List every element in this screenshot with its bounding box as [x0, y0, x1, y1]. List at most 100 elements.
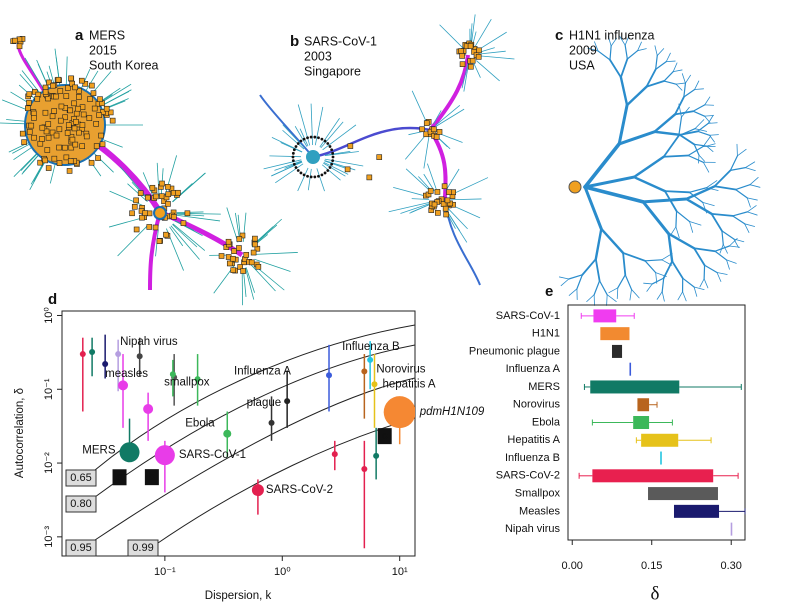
network-node: [42, 84, 49, 91]
network-node: [53, 93, 59, 100]
network-node: [131, 204, 138, 210]
tree-branch: [706, 180, 718, 189]
tree-branch: [722, 244, 728, 254]
network-edge: [170, 225, 200, 260]
tree-branch: [685, 74, 691, 84]
tree-branch: [675, 210, 691, 223]
network-edge: [473, 18, 492, 48]
network-node: [458, 48, 465, 54]
network-node: [142, 210, 148, 216]
point: [284, 398, 291, 405]
tree-branch: [746, 197, 751, 208]
tree-branch: [706, 145, 714, 152]
network-node: [320, 137, 324, 141]
network-node: [320, 173, 324, 177]
tree-branch: [663, 70, 674, 82]
tree-branch: [721, 230, 735, 240]
x-tick-label: 10¹: [392, 566, 408, 578]
tree-branch: [687, 145, 704, 157]
network-edge: [117, 224, 149, 257]
network-node: [326, 169, 330, 172]
network-node: [331, 155, 335, 159]
tree-branch: [622, 252, 646, 262]
tree-branch: [744, 167, 756, 171]
point: [89, 348, 96, 355]
tree-branch: [698, 154, 700, 164]
tree-branch: [693, 286, 705, 290]
point-label: Influenza A: [234, 365, 291, 377]
tree-branch: [669, 226, 677, 237]
network-edge: [428, 54, 470, 132]
network-edge: [461, 63, 469, 89]
category-label: Pneumonic plague: [469, 345, 560, 357]
network-hub: [306, 150, 320, 164]
network-node: [294, 166, 298, 169]
tree-branch: [693, 247, 706, 267]
network-edge: [274, 160, 302, 171]
network-node: [156, 238, 163, 244]
network-edge: [408, 131, 424, 136]
network-edge: [108, 217, 144, 228]
network-edge: [411, 90, 428, 124]
tree-branch: [619, 76, 629, 107]
network-edge: [299, 128, 309, 147]
tree-branch: [643, 282, 653, 285]
tree-branch: [713, 185, 737, 191]
tree-branch: [616, 287, 619, 299]
tree-branch: [721, 230, 724, 246]
tree-branch: [609, 45, 612, 61]
point: [136, 353, 143, 360]
network-node: [225, 238, 232, 245]
box: [629, 362, 632, 376]
network-node: [68, 144, 75, 151]
point: [102, 360, 109, 367]
contour-label-box: [65, 469, 97, 487]
network-node: [62, 114, 68, 121]
tree-branch: [622, 252, 627, 276]
network-node: [45, 134, 52, 141]
box: [637, 398, 650, 412]
tree-branch: [597, 50, 611, 61]
tree-branch: [586, 294, 595, 303]
network-node: [175, 189, 181, 196]
tree-branch: [655, 54, 658, 71]
tree-branch: [704, 96, 711, 106]
network-edge: [324, 160, 349, 170]
tree-branch: [698, 154, 706, 162]
tree-branch: [682, 277, 695, 288]
network-edge: [259, 94, 314, 158]
tree-branch: [683, 82, 687, 98]
contour-label-box: [65, 539, 97, 557]
category-label: Smallpox: [515, 487, 561, 499]
network-node: [146, 224, 153, 230]
tree-branch: [693, 143, 708, 147]
network-node: [19, 130, 26, 137]
network-edge: [444, 199, 481, 286]
tree-branch: [664, 190, 691, 194]
network-node: [133, 197, 139, 204]
network-node: [459, 53, 465, 59]
network-node: [31, 134, 37, 141]
network-node: [34, 96, 41, 102]
tree-branch: [583, 185, 645, 204]
network-edge: [142, 172, 154, 198]
network-edge: [282, 129, 305, 150]
plot-frame: [61, 310, 416, 557]
network-node: [46, 79, 52, 86]
network-node: [139, 214, 145, 221]
network-node: [294, 145, 298, 148]
network-node: [291, 155, 295, 159]
network-node: [419, 126, 425, 133]
network-edge: [447, 207, 468, 230]
network-edge: [109, 190, 145, 207]
tree-branch: [662, 154, 690, 158]
network-node: [239, 232, 246, 239]
panel-caption: SARS-CoV-1: [304, 34, 377, 48]
network-node: [56, 160, 63, 167]
network-node: [317, 174, 320, 178]
x-axis-label: δ: [651, 583, 660, 604]
network-node: [236, 236, 243, 242]
network-node: [91, 105, 98, 112]
tree-branch: [746, 211, 758, 216]
network-node: [317, 136, 320, 140]
